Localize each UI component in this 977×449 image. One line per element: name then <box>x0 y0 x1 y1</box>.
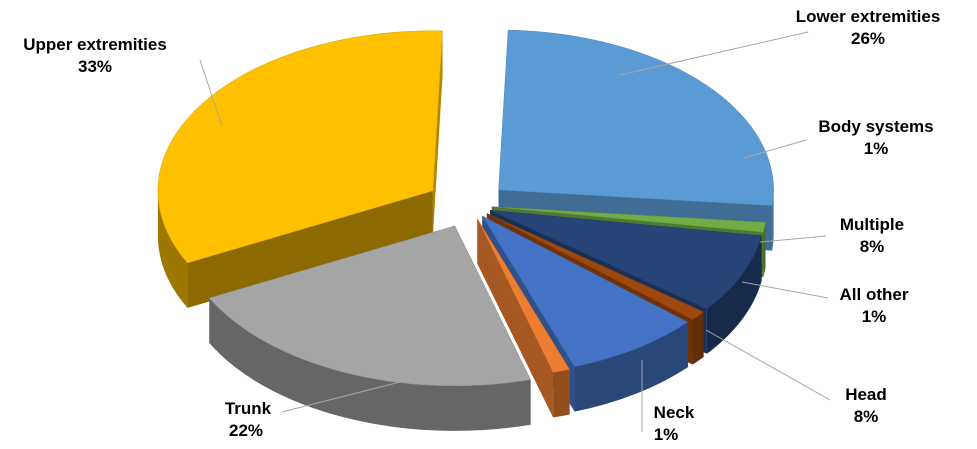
leader-line-body-systems <box>743 139 807 159</box>
slice-top <box>477 218 570 373</box>
slice-side <box>574 322 688 412</box>
label-value-trunk: 22% <box>229 421 263 440</box>
label-value-all-other: 1% <box>862 307 887 326</box>
label-value-head: 8% <box>854 407 879 426</box>
leader-line-lower-extremities <box>619 31 809 76</box>
slice-top <box>498 29 774 206</box>
label-value-body-systems: 1% <box>864 139 889 158</box>
label-name-multiple: Multiple <box>840 215 904 234</box>
label-value-multiple: 8% <box>860 237 885 256</box>
label-value-neck: 1% <box>654 425 679 444</box>
slice-wall <box>432 30 443 236</box>
slice-upper-extremities <box>157 30 443 308</box>
slice-side <box>209 298 531 431</box>
label-name-neck: Neck <box>654 403 695 422</box>
leader-line-trunk <box>281 381 401 413</box>
slice-top <box>481 215 689 367</box>
slice-top <box>490 210 762 310</box>
slice-top <box>208 225 531 387</box>
slice-top <box>157 30 443 264</box>
slice-side <box>553 369 570 418</box>
slice-wall <box>187 190 433 308</box>
leader-lines <box>199 31 831 432</box>
slice-side <box>157 190 188 308</box>
slice-side <box>763 222 766 278</box>
slice-trunk <box>208 225 531 431</box>
label-name-upper-extremities: Upper extremities <box>23 35 167 54</box>
slice-neck <box>477 218 570 418</box>
slice-top <box>486 213 705 320</box>
label-name-lower-extremities: Lower extremities <box>796 7 941 26</box>
leader-line-multiple <box>759 235 827 243</box>
label-name-trunk: Trunk <box>225 399 272 418</box>
label-value-upper-extremities: 33% <box>78 57 112 76</box>
slice-labels: Lower extremities 26% Body systems 1% Multip… <box>23 7 940 444</box>
slice-wall <box>477 218 554 418</box>
leader-line-upper-extremities <box>199 59 223 127</box>
slice-top <box>491 206 766 233</box>
label-name-body-systems: Body systems <box>818 117 933 136</box>
leader-line-head <box>705 329 831 401</box>
leader-line-all-other <box>741 281 829 299</box>
pie-slices <box>157 29 774 431</box>
slice-side <box>692 311 704 365</box>
label-value-lower-extremities: 26% <box>851 29 885 48</box>
label-name-all-other: All other <box>840 285 909 304</box>
label-name-head: Head <box>845 385 887 404</box>
slice-side <box>706 235 762 354</box>
